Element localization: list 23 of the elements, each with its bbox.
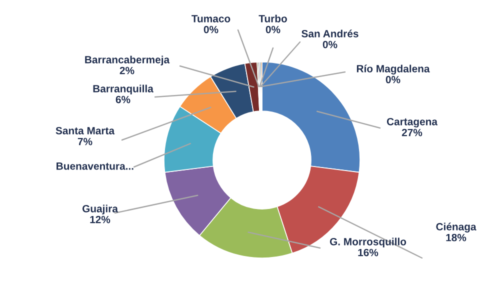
slice-label: G. Morrosquillo <box>330 238 406 248</box>
slice-label: Barranquilla <box>93 84 154 94</box>
data-label: 12% <box>90 216 110 224</box>
data-label: 0% <box>266 26 280 34</box>
slice-label: Turbo <box>258 14 287 22</box>
data-label: 18% <box>446 234 466 242</box>
data-label: 2% <box>120 66 134 74</box>
data-label: 0% <box>386 76 400 84</box>
slice-label: San Andrés <box>302 30 358 38</box>
slice-label: Tumaco <box>192 15 230 22</box>
slice-label: Guajira <box>82 204 118 214</box>
data-label: 0% <box>322 40 338 48</box>
slice-label: Barrancabermeja <box>85 56 170 66</box>
data-label: 27% <box>402 128 422 136</box>
slice-label: Cartagena <box>386 118 438 128</box>
slice-label: Ciénaga <box>436 222 476 232</box>
slice-label: Río Magdalena <box>356 64 430 74</box>
data-label: 6% <box>116 96 130 104</box>
data-label: 0% <box>204 26 218 34</box>
slice-label: Santa Marta <box>56 127 115 134</box>
data-label: 7% <box>78 138 92 146</box>
slice-label: Buenaventura... <box>56 162 134 170</box>
data-label: 16% <box>358 248 378 256</box>
